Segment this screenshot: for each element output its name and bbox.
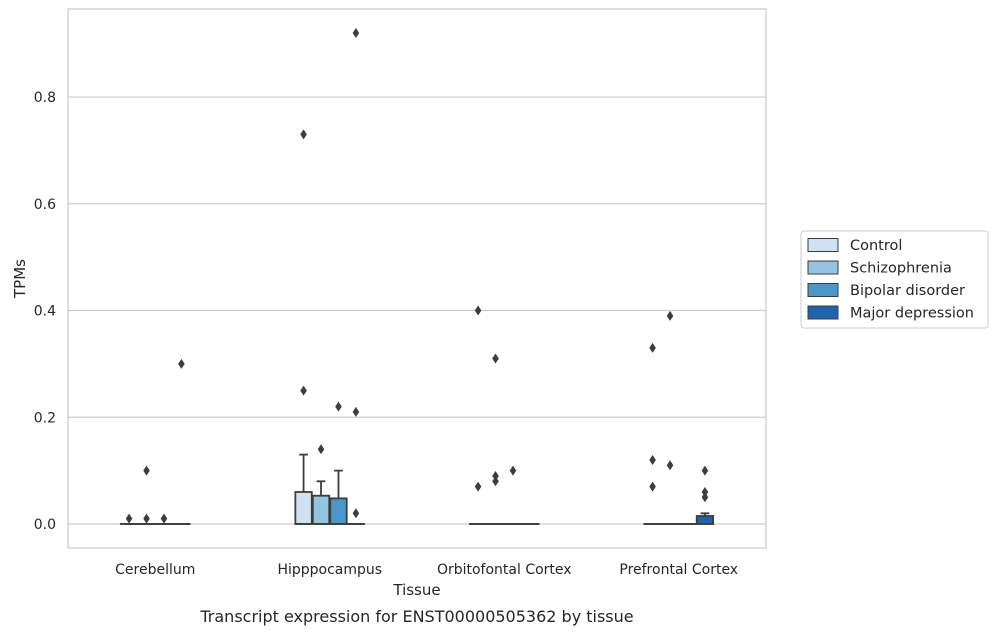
y-axis-label: TPMs [11,259,29,299]
x-tick-label: Prefrontal Cortex [619,562,738,578]
outlier-point [701,486,709,497]
outlier-point [492,470,499,481]
legend-label: Major depression [850,306,974,322]
outlier-point [509,465,517,476]
outlier-point [125,513,133,524]
chart-caption: Transcript expression for ENST0000050536… [199,607,633,626]
outlier-point [352,28,360,39]
box [294,491,313,525]
outlier-point [300,129,307,140]
y-tick-label: 0.0 [34,517,56,533]
box [695,515,715,525]
outlier-point [143,513,150,524]
box-group [119,358,191,525]
outlier-point [160,513,168,524]
outlier-point [300,385,307,396]
box [311,494,331,525]
outlier-point [474,481,482,492]
box-groups [119,28,715,525]
outlier-point [666,310,674,321]
x-tick-label: Cerebellum [115,562,195,578]
box-group [468,305,540,525]
outlier-point [474,305,482,316]
outlier-point [649,481,656,492]
legend-swatch [807,238,839,252]
outlier-point [335,401,342,412]
box-group [643,310,715,525]
y-tick-label: 0.2 [34,410,56,426]
x-axis-label: Tissue [392,581,440,599]
outlier-point [492,476,499,487]
outlier-point [352,406,360,417]
outlier-point [178,358,185,369]
outlier-point [649,342,656,353]
gridlines [68,96,766,525]
box [329,497,348,525]
legend: Control Schizophrenia Bipolar disorder Majo… [800,230,989,329]
legend-label: Bipolar disorder [850,283,965,299]
outlier-point [317,444,325,455]
legend-swatch [807,260,839,275]
outlier-point [701,465,709,476]
outlier-point [352,508,360,519]
y-tick-label: 0.8 [34,90,56,106]
outlier-point [143,465,150,476]
plot-frame [67,8,767,549]
x-tick-label: Orbitofontal Cortex [437,562,572,578]
outlier-point [649,454,656,465]
outlier-point [492,353,499,364]
x-tick-label: Hipppocampus [277,562,382,578]
y-tick-label: 0.6 [34,197,56,213]
y-tick-label: 0.4 [34,304,56,320]
legend-swatch [807,305,839,320]
box-group [294,28,366,525]
legend-label: Control [850,238,902,254]
outlier-point [701,492,709,503]
legend-label: Schizophrenia [850,261,952,277]
legend-swatch [807,283,839,297]
outlier-point [666,460,674,471]
x-tick-labels: Cerebellum Hipppocampus Orbitofontal Corte… [115,562,738,578]
y-tick-labels: 0.0 0.2 0.4 0.6 0.8 [34,90,56,533]
legend-frame [800,230,989,329]
